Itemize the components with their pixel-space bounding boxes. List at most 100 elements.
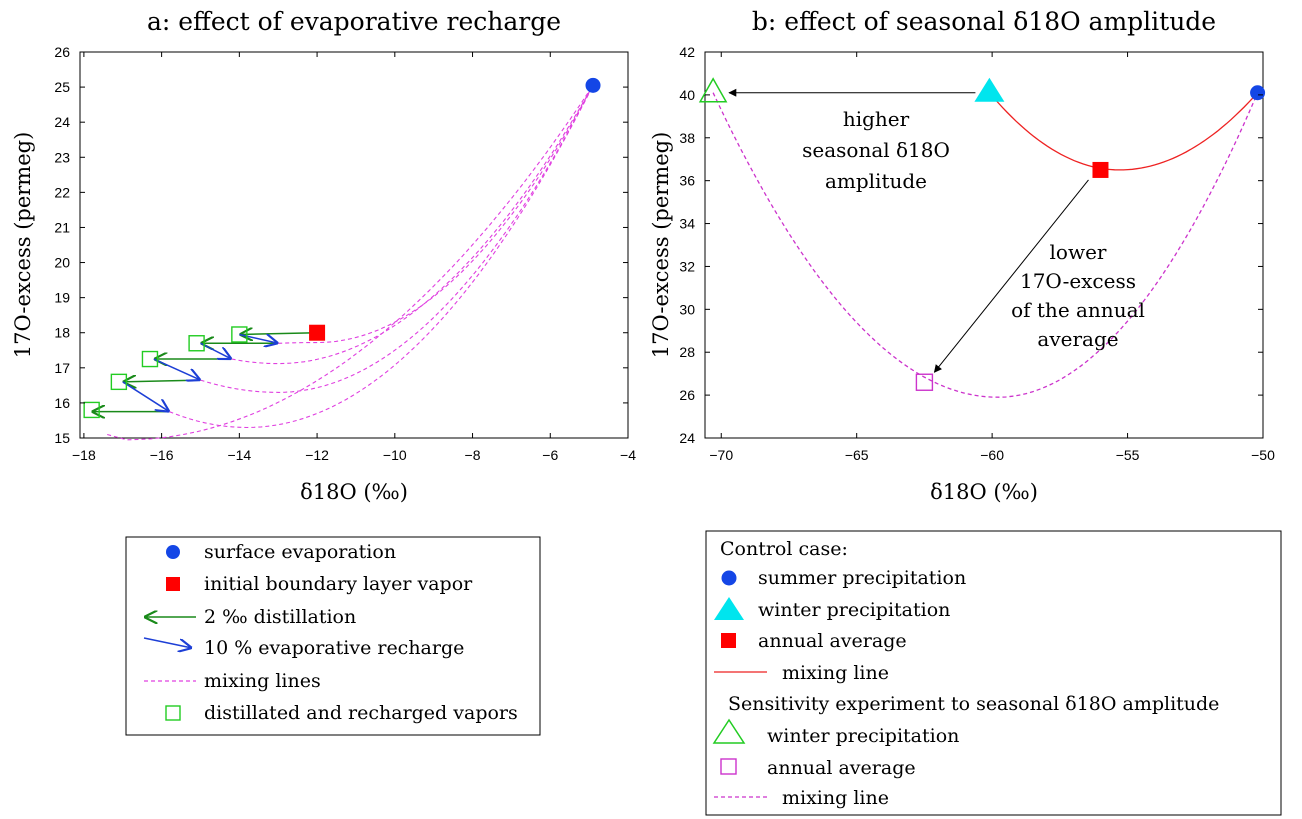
panel-b-sens-annual-marker bbox=[915, 373, 934, 391]
panel-a-xtick-label: −12 bbox=[305, 447, 329, 463]
panel-a-ytick-label: 17 bbox=[54, 360, 70, 376]
panel-b-annotation-lower: of the annual bbox=[1011, 298, 1145, 322]
panel-b-lower-excess-arrow bbox=[933, 179, 1089, 373]
panel-b-ytick-label: 38 bbox=[679, 130, 695, 146]
panel-a-xtick-label: −14 bbox=[227, 447, 251, 463]
panel-a-ytick-label: 26 bbox=[54, 44, 70, 60]
panel-a-distillation-arrow bbox=[239, 333, 318, 335]
panel-a-ytick-label: 15 bbox=[54, 430, 70, 446]
panel-a-mixing-line bbox=[107, 84, 594, 441]
panel-b-ytick-label: 24 bbox=[679, 430, 695, 446]
panel-a-xtick-label: −16 bbox=[150, 447, 174, 463]
panel-b-xlabel: δ18O (‰) bbox=[930, 480, 1038, 504]
legend-a-swatch-recharge bbox=[143, 637, 192, 648]
legend-a-swatch-vapors bbox=[165, 705, 181, 721]
panel-b-annotation-lower: lower bbox=[1050, 240, 1107, 264]
panel-a-xtick-label: −4 bbox=[620, 447, 636, 463]
legend-a-label-4: mixing lines bbox=[204, 670, 321, 692]
panel-b-ytick-label: 42 bbox=[679, 44, 695, 60]
panel-a-mixing-line bbox=[278, 85, 594, 344]
legend-b-label-summer: summer precipitation bbox=[758, 567, 966, 589]
legend-a-label-1: initial boundary layer vapor bbox=[204, 573, 473, 595]
legend-b-swatch-annual bbox=[721, 633, 736, 648]
panel-b-annotation-lower: average bbox=[1037, 327, 1118, 351]
legend-b-swatch-winter bbox=[714, 597, 744, 620]
panel-a-recharge-arrow bbox=[122, 381, 170, 412]
legend-b-swatch-summer bbox=[721, 570, 737, 586]
panel-a-vapor-marker bbox=[110, 373, 128, 391]
panel-a-ytick-label: 23 bbox=[54, 149, 70, 165]
panel-a-surface-evaporation-marker bbox=[585, 77, 601, 93]
legend-b-label-mixing: mixing line bbox=[782, 662, 889, 684]
panel-b-title: b: effect of seasonal δ18O amplitude bbox=[752, 7, 1216, 36]
panel-a-ytick-label: 25 bbox=[54, 79, 70, 95]
panel-b-winter-marker bbox=[974, 77, 1005, 102]
panel-a-recharge-arrow bbox=[239, 334, 278, 343]
panel-b-ylabel: 17O-excess (permeg) bbox=[649, 132, 673, 359]
panel-b-ytick-label: 34 bbox=[679, 216, 695, 232]
panel-a-mixing-line bbox=[200, 85, 594, 393]
panel-b-ytick-label: 32 bbox=[679, 258, 695, 274]
legend-b-box bbox=[705, 530, 1282, 816]
legend-b-swatch-sens-annual bbox=[720, 758, 737, 775]
panel-a-vapor-marker bbox=[231, 326, 248, 343]
panel-a-xtick-label: −8 bbox=[465, 447, 481, 463]
panel-a-ytick-label: 16 bbox=[54, 395, 70, 411]
panel-b-xtick-label: −60 bbox=[980, 447, 1004, 463]
panel-b-xtick-label: −70 bbox=[709, 447, 733, 463]
panel-a-xtick-label: −6 bbox=[542, 447, 558, 463]
panel-b-xtick-label: −65 bbox=[845, 447, 869, 463]
panel-b-annual-marker bbox=[1092, 161, 1109, 178]
legend-b-label-winter: winter precipitation bbox=[758, 599, 950, 621]
legend-b-label-sens-winter: winter precipitation bbox=[767, 725, 959, 747]
panel-a-distillation-arrow bbox=[123, 380, 201, 382]
panel-a-xtick-label: −18 bbox=[72, 447, 96, 463]
panel-a-recharge-arrow bbox=[200, 342, 231, 359]
panel-a-frame bbox=[79, 51, 629, 439]
panel-b-xtick-label: −50 bbox=[1251, 447, 1275, 463]
legend-a: surface evaporation initial boundary lay… bbox=[125, 536, 541, 736]
panel-a-ytick-label: 18 bbox=[54, 325, 70, 341]
panel-b-control-mixing-line bbox=[988, 92, 1259, 171]
panel-b-summer-marker bbox=[1250, 85, 1266, 101]
panel-a-plot: −18 −16 −14 −12 −10 −8 −6 −4 15 16 17 18 19 20 21 22 23 2… bbox=[54, 44, 636, 463]
panel-b-annotation-higher: seasonal δ18O bbox=[802, 138, 950, 162]
legend-b-label-sens-mixing: mixing line bbox=[782, 787, 889, 809]
panel-a-xlabel: δ18O (‰) bbox=[300, 480, 408, 504]
panel-a-mixing-line bbox=[169, 85, 594, 429]
panel-b-annotation-higher: amplitude bbox=[825, 169, 927, 193]
panel-a-initial-vapor-marker bbox=[309, 324, 326, 341]
panel-a-xtick-label: −10 bbox=[383, 447, 407, 463]
panel-a-ylabel: 17O-excess (permeg) bbox=[11, 132, 35, 359]
legend-b-label-sens-annual: annual average bbox=[767, 757, 916, 779]
panel-a-title: a: effect of evaporative recharge bbox=[147, 7, 561, 36]
panel-a-vapor-marker bbox=[188, 335, 205, 352]
panel-a-ytick-label: 24 bbox=[54, 114, 70, 130]
panel-b-ytick-label: 26 bbox=[679, 387, 695, 403]
panel-b-ytick-label: 40 bbox=[679, 87, 695, 103]
panel-a-ytick-label: 19 bbox=[54, 290, 70, 306]
legend-a-label-3: 10 % evaporative recharge bbox=[204, 637, 464, 659]
legend-b-sensitivity-header: Sensitivity experiment to seasonal δ18O … bbox=[728, 693, 1219, 715]
panel-b-xtick-label: −55 bbox=[1116, 447, 1140, 463]
panel-a-mixing-line bbox=[231, 85, 594, 365]
legend-a-box bbox=[125, 536, 541, 736]
panel-b-frame bbox=[704, 51, 1264, 439]
legend-b: Control case: Sensitivity experiment to … bbox=[705, 530, 1282, 816]
panel-b-annotation-higher: higher bbox=[843, 107, 910, 131]
legend-a-label-2: 2 ‰ distillation bbox=[204, 606, 356, 628]
panel-b-sens-winter-marker bbox=[698, 77, 728, 103]
panel-b-ytick-label: 30 bbox=[679, 301, 695, 317]
panel-a-recharge-arrow bbox=[153, 358, 201, 380]
panel-b-sensitivity-mixing-line bbox=[712, 92, 1259, 398]
panel-a-ytick-label: 20 bbox=[54, 255, 70, 271]
legend-b-control-header: Control case: bbox=[720, 538, 848, 560]
legend-a-label-0: surface evaporation bbox=[204, 541, 396, 563]
panel-b-ytick-label: 36 bbox=[679, 173, 695, 189]
panel-b-plot: −70 −65 −60 −55 −50 24 26 28 30 32 34 36 38 40 42 high… bbox=[679, 44, 1275, 463]
legend-b-swatch-sens-winter bbox=[712, 718, 746, 744]
legend-a-swatch-initial-vapor bbox=[166, 577, 180, 591]
panel-b-annotation-lower: 17O-excess bbox=[1020, 269, 1136, 293]
panel-b-ytick-label: 28 bbox=[679, 344, 695, 360]
